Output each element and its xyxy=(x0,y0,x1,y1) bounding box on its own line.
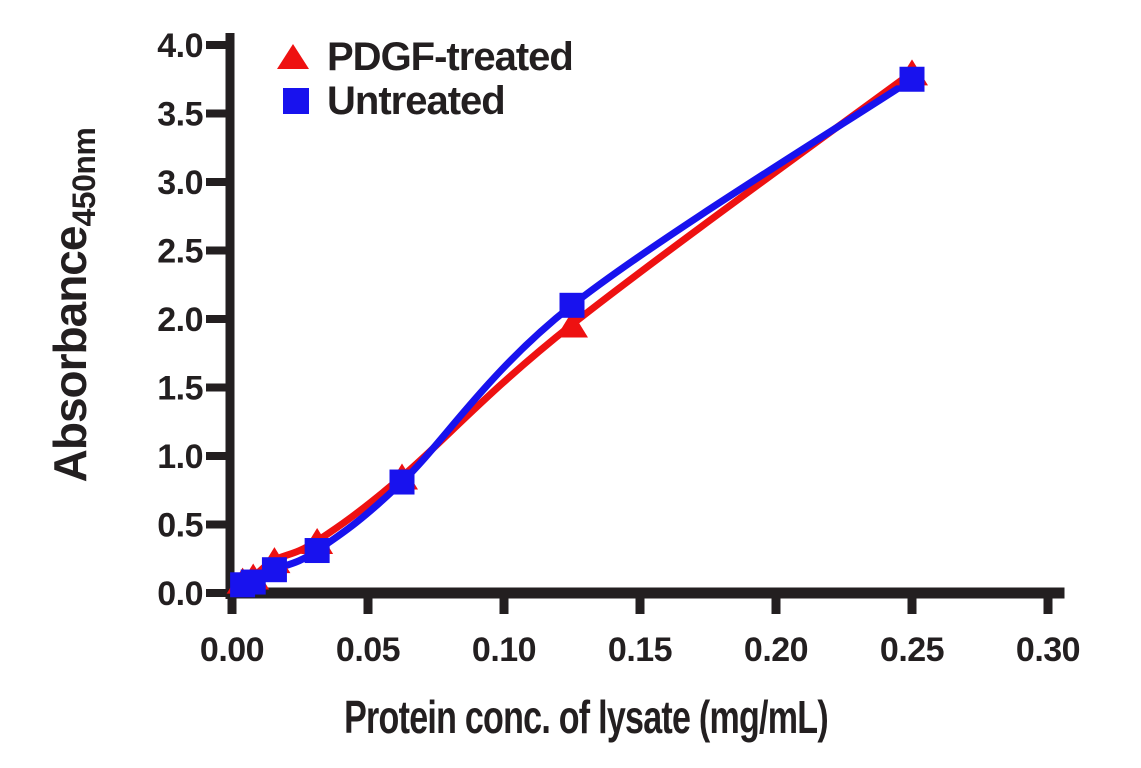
y-tick-label: 1.5 xyxy=(157,370,203,408)
x-tick xyxy=(499,598,509,614)
y-tick xyxy=(206,41,227,49)
x-tick-label: 0.30 xyxy=(1016,631,1080,669)
data-point-untreated xyxy=(389,469,415,495)
data-point-untreated xyxy=(261,557,287,583)
x-tick-label: 0.05 xyxy=(336,631,400,669)
legend-untreated-square-icon xyxy=(283,88,309,114)
x-tick xyxy=(771,598,781,614)
legend-label-pdgf-treated: PDGF-treated xyxy=(327,35,573,79)
x-tick xyxy=(907,598,917,614)
y-tick-label: 1.0 xyxy=(157,438,203,476)
y-tick-label: 0.0 xyxy=(157,575,203,613)
x-tick xyxy=(227,598,237,614)
y-axis-line xyxy=(225,33,235,599)
x-tick xyxy=(1043,598,1053,614)
legend-pdgf-triangle-icon xyxy=(277,44,309,69)
x-tick-label: 0.20 xyxy=(744,631,808,669)
data-point-untreated xyxy=(304,538,330,564)
legend: PDGF-treated Untreated xyxy=(277,35,574,123)
x-tick-label: 0.25 xyxy=(880,631,944,669)
y-tick xyxy=(206,452,227,460)
y-tick xyxy=(206,520,227,529)
y-axis-title-main: Absorbance xyxy=(44,226,96,482)
y-tick xyxy=(206,383,227,392)
data-point-untreated xyxy=(559,292,585,318)
y-axis-title: Absorbance450nm xyxy=(44,128,102,483)
y-axis-title-subscript: 450nm xyxy=(66,128,102,227)
data-point-pdgf-treated xyxy=(556,311,588,338)
legend-label-untreated: Untreated xyxy=(327,79,505,123)
x-tick xyxy=(363,598,373,614)
y-tick xyxy=(206,246,227,255)
y-tick-label: 2.0 xyxy=(157,301,203,339)
y-tick-label: 0.5 xyxy=(157,507,203,545)
y-tick-label: 2.5 xyxy=(157,233,203,271)
y-tick xyxy=(206,178,227,186)
axes-layer: 0.0 0.5 1.0 1.5 2.0 2.5 3.0 3.5 4.0 0.00 0.05 0.10 0… xyxy=(157,27,1080,669)
data-point-untreated xyxy=(899,66,925,92)
data-point-untreated xyxy=(240,569,266,595)
y-tick-label: 3.0 xyxy=(157,164,203,202)
x-tick-label: 0.10 xyxy=(472,631,536,669)
y-tick xyxy=(206,589,227,597)
x-tick-label: 0.15 xyxy=(608,631,672,669)
x-axis-line xyxy=(225,587,1065,599)
x-axis-title: Protein conc. of lysate (mg/mL) xyxy=(344,691,828,743)
markers-layer xyxy=(226,59,928,598)
y-tick xyxy=(206,109,227,118)
y-tick xyxy=(206,315,227,323)
x-tick xyxy=(635,598,645,614)
y-tick-label: 3.5 xyxy=(157,96,203,134)
x-tick-label: 0.00 xyxy=(200,631,264,669)
y-tick-label: 4.0 xyxy=(157,27,203,65)
